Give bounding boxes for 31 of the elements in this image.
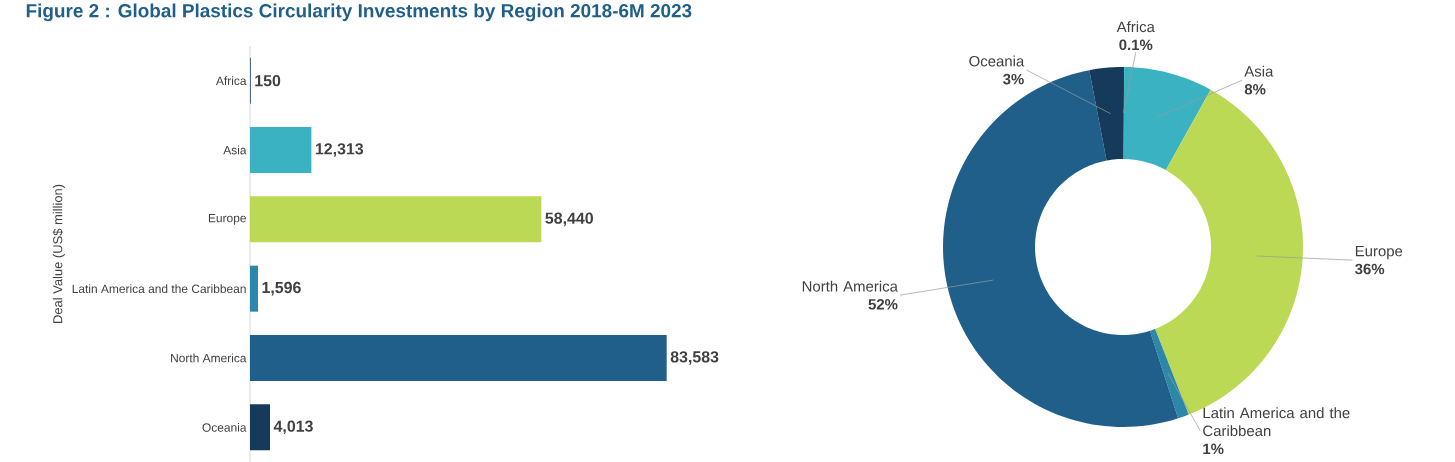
y-tick-label: Oceania bbox=[202, 422, 247, 432]
data-label: 150 bbox=[255, 75, 281, 87]
data-label: 12,313 bbox=[315, 143, 364, 157]
y-tick-label: Africa bbox=[215, 76, 247, 86]
slice-label: Africa bbox=[1116, 21, 1155, 33]
data-label: 52% bbox=[868, 299, 898, 310]
data-label: 4,013 bbox=[273, 420, 313, 435]
slice-label: Europe bbox=[1355, 245, 1403, 260]
slice-label: Latin America and the Caribbean bbox=[1203, 407, 1350, 437]
slice-label: Oceania bbox=[969, 55, 1025, 67]
data-label: 8% bbox=[1244, 84, 1266, 95]
bar bbox=[250, 404, 271, 451]
data-label: 1% bbox=[1203, 443, 1224, 455]
y-tick-label: Europe bbox=[208, 213, 246, 225]
bar bbox=[250, 196, 542, 243]
y-axis-title: Deal Value (US$ million) bbox=[52, 184, 65, 323]
y-tick-label: Latin America and the Caribbean bbox=[72, 284, 246, 294]
data-label: 3% bbox=[1003, 73, 1024, 85]
bar bbox=[250, 334, 667, 381]
data-label: 83,583 bbox=[670, 351, 719, 365]
y-tick-label: North America bbox=[171, 353, 247, 363]
data-label: 36% bbox=[1355, 263, 1385, 275]
bar bbox=[250, 126, 312, 173]
bar bbox=[250, 265, 258, 312]
slice-label: Asia bbox=[1244, 65, 1274, 77]
data-label: 0.1% bbox=[1119, 39, 1153, 51]
chart-title: Figure 2 : Global Plastics Circularity Investments by Region 2018-6M 2023 bbox=[26, 3, 692, 22]
data-label: 58,440 bbox=[545, 212, 593, 227]
y-tick-label: Asia bbox=[223, 145, 247, 155]
data-label: 1,596 bbox=[262, 281, 301, 296]
slice-label: North America bbox=[802, 280, 898, 292]
